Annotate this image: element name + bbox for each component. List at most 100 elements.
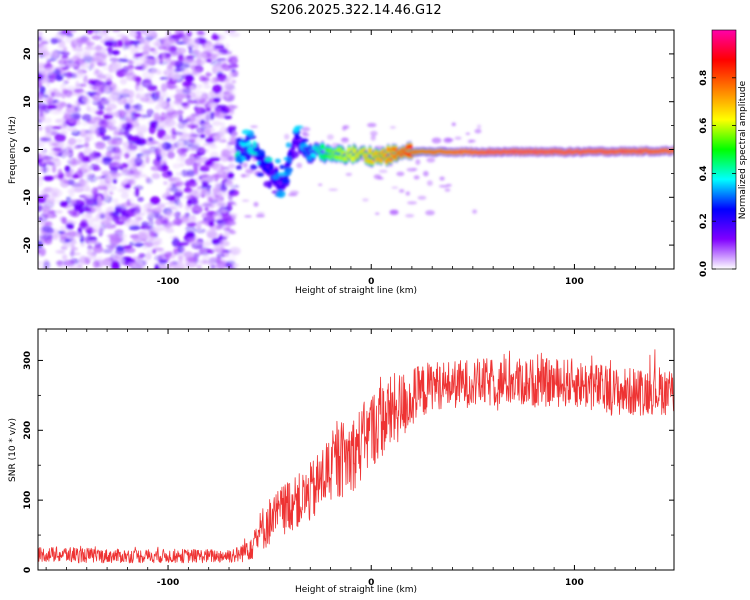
spectrogram-noise-blob [88, 128, 100, 135]
spectrogram-noise-blob [204, 160, 213, 167]
spectrogram-signal-blob [235, 137, 243, 142]
spectrogram-noise-blob [66, 230, 79, 238]
spectrogram-noise-blob [135, 82, 140, 92]
spectrogram-noise-blob [170, 73, 182, 80]
spectrogram-noise-blob [90, 228, 98, 233]
spectrogram-noise-blob [161, 52, 166, 60]
spectrogram-noise-blob [142, 246, 147, 251]
spectrogram-noise-blob [204, 42, 216, 50]
spectrogram-noise-blob [223, 115, 233, 120]
spectrogram-noise-blob [159, 112, 168, 121]
spectrogram-noise-blob [160, 83, 168, 92]
spectrogram-noise-blob [191, 204, 203, 214]
spectrogram-noise-blob [111, 155, 121, 161]
spectrogram-noise-blob [64, 89, 73, 98]
spectrogram-noise-blob [169, 186, 179, 192]
spectrogram-noise-blob [138, 253, 146, 258]
spectrogram-noise-blob [229, 32, 241, 38]
spectrogram-noise-blob [135, 126, 148, 134]
spectrogram-noise-blob [183, 251, 194, 258]
spectrogram-noise-blob [199, 134, 206, 139]
spectrogram-noise-blob [56, 260, 63, 267]
spectrogram-noise-blob [232, 202, 238, 206]
spectrogram-noise-blob [70, 199, 77, 205]
spectrogram-noise-blob [158, 151, 168, 158]
spectrogram-noise-blob [227, 215, 237, 221]
spectrogram-noise-blob [146, 32, 156, 37]
spectrogram-noise-blob [53, 110, 65, 115]
spectrogram-noise-blob [126, 198, 131, 206]
spectrogram-noise-blob [133, 185, 144, 191]
spectrogram-noise-blob [107, 46, 113, 55]
spectrogram-noise-blob [153, 40, 160, 48]
spectrogram-noise-blob [198, 259, 208, 265]
spectrogram-signal-blob [256, 172, 265, 177]
spectrogram-noise-blob [71, 182, 83, 192]
spectrogram-noise-blob [187, 91, 196, 99]
spectrogram-noise-blob [212, 265, 225, 269]
spectrogram-noise-blob [68, 158, 77, 163]
spectrogram-noise-blob [166, 151, 175, 159]
spectrogram-noise-blob [136, 35, 143, 40]
spectrogram-noise-blob [103, 217, 113, 223]
spectrogram-noise-blob [114, 86, 120, 94]
spectrogram-noise-blob [107, 118, 117, 127]
spectrogram-signal-blob [286, 156, 293, 163]
spectrogram-noise-blob [85, 91, 97, 96]
spectrogram-scatter-blob [444, 188, 451, 192]
spectrogram-scatter-blob [345, 172, 353, 176]
spectrogram-noise-blob [134, 103, 143, 112]
spectrogram-x-tick-label: 100 [565, 277, 584, 287]
spectrogram-noise-blob [81, 212, 93, 220]
spectrogram-noise-blob [188, 138, 196, 143]
spectrogram-noise-blob [96, 255, 104, 263]
spectrogram-noise-blob [200, 242, 213, 247]
spectrogram-noise-blob [107, 111, 118, 116]
spectrogram-noise-blob [93, 164, 100, 172]
spectrogram-noise-blob [112, 30, 121, 33]
spectrogram-noise-blob [39, 136, 48, 142]
spectrogram-noise-blob [211, 174, 224, 178]
spectrogram-noise-blob [146, 108, 154, 116]
spectrogram-signal-blob [238, 158, 243, 163]
spectrogram-noise-blob [39, 221, 51, 226]
spectrogram-scatter-blob [417, 195, 427, 200]
spectrogram-signal-blob [287, 151, 293, 156]
spectrogram-noise-blob [165, 187, 171, 195]
spectrogram-scatter-blob [405, 213, 415, 218]
spectrogram-signal-blob [276, 190, 286, 198]
spectrogram-noise-blob [207, 260, 215, 266]
spectrogram-noise-blob [53, 88, 58, 94]
spectrogram-noise-blob [172, 131, 184, 135]
spectrogram-noise-blob [216, 224, 225, 230]
spectrogram-noise-blob [81, 221, 87, 230]
spectrogram-noise-blob [91, 35, 103, 40]
spectrogram-noise-blob [58, 59, 67, 66]
spectrogram-scatter-blob [377, 177, 384, 180]
spectrogram-noise-blob [112, 256, 121, 262]
spectrogram-noise-blob [135, 65, 144, 70]
spectrogram-noise-blob [166, 31, 171, 37]
spectrogram-noise-blob [67, 210, 73, 214]
spectrogram-noise-blob [147, 213, 154, 222]
spectrogram-noise-blob [215, 62, 223, 68]
spectrogram-noise-blob [79, 129, 88, 138]
spectrogram-noise-blob [84, 142, 90, 148]
spectrogram-noise-blob [150, 141, 160, 145]
spectrogram-noise-blob [223, 226, 231, 232]
spectrogram-noise-blob [114, 203, 122, 207]
spectrogram-noise-blob [80, 164, 92, 173]
spectrogram-noise-blob [59, 230, 68, 240]
spectrogram-noise-blob [156, 203, 166, 209]
spectrogram-noise-blob [146, 177, 153, 184]
spectrogram-noise-blob [216, 57, 227, 61]
spectrogram-noise-blob [92, 94, 101, 102]
spectrogram-noise-blob [122, 256, 132, 260]
spectrogram-noise-blob [55, 210, 63, 214]
spectrogram-signal-blob [241, 139, 249, 143]
spectrogram-noise-blob [38, 234, 50, 241]
spectrogram-scatter-blob [253, 201, 259, 207]
spectrogram-noise-blob [78, 53, 86, 60]
spectrogram-scatter-blob [362, 198, 369, 202]
spectrogram-noise-blob [226, 144, 232, 149]
